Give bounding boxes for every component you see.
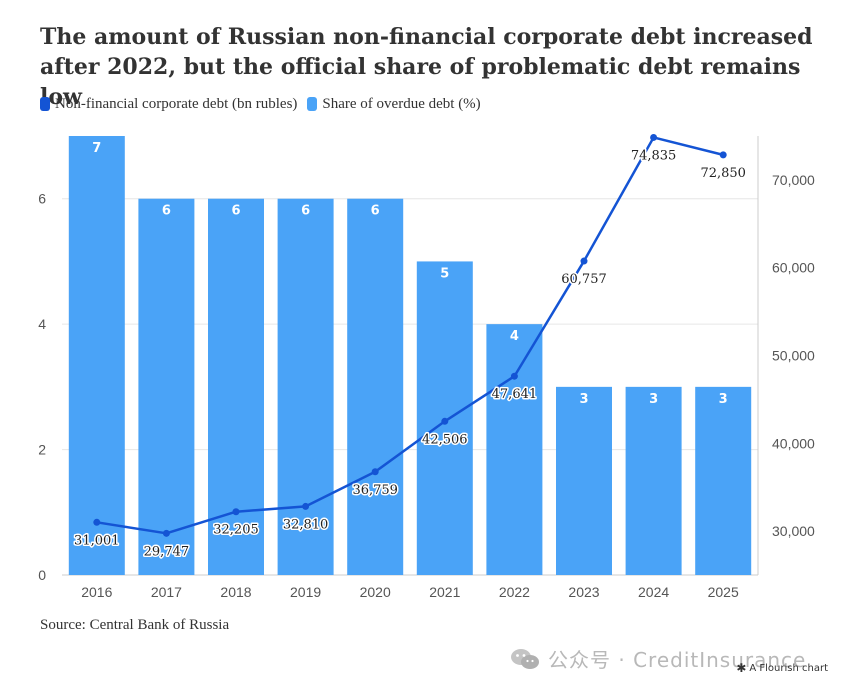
line-point [510, 372, 518, 380]
line-point [580, 257, 588, 265]
line-value-label: 42,506 [422, 432, 468, 447]
watermark: 公众号 · CreditInsurance [510, 644, 806, 673]
watermark-text: 公众号 · CreditInsurance [548, 648, 807, 672]
right-axis-tick-label: 30,000 [772, 523, 815, 539]
bar [486, 324, 543, 575]
chart-title: The amount of Russian non-financial corp… [40, 24, 813, 110]
flourish-asterisk-icon: ✱ [736, 661, 747, 675]
legend-label-debt: Non-financial corporate debt (bn rubles) [55, 95, 298, 112]
bar-value-label: 6 [231, 204, 240, 219]
x-axis-tick-label: 2025 [708, 584, 739, 600]
legend-swatch-overdue [307, 97, 318, 111]
bar [625, 386, 682, 575]
x-axis-tick-label: 2021 [429, 584, 460, 600]
line-point [719, 151, 727, 159]
x-axis-tick-label: 2023 [568, 584, 599, 600]
line-point [162, 529, 170, 537]
line-point [371, 468, 379, 476]
legend: Non-financial corporate debt (bn rubles)… [40, 94, 491, 114]
bar [556, 386, 612, 575]
bar-value-label: 3 [579, 392, 588, 407]
line-value-label: 31,001 [74, 533, 120, 548]
line-value-label: 60,757 [561, 272, 607, 287]
left-axis-tick-label: 0 [38, 567, 46, 583]
x-axis-tick-label: 2017 [151, 584, 182, 600]
line-value-label: 32,205 [213, 523, 259, 538]
bar [68, 136, 125, 575]
series-line [96, 136, 724, 535]
right-axis-tick-label: 60,000 [772, 260, 815, 276]
right-axis-tick-label: 50,000 [772, 348, 815, 364]
x-axis-tick-label: 2022 [499, 584, 530, 600]
bar [695, 386, 752, 575]
bar-value-label: 7 [92, 141, 101, 156]
left-axis-tick-label: 2 [38, 442, 46, 458]
legend-swatch-debt [40, 97, 50, 111]
left-axis-tick-label: 6 [38, 191, 46, 207]
bar [277, 198, 334, 575]
chart-plot: 0 2 4 6 30,000 40,000 50,000 60,000 70,000 7 6 6 6 6 5… [38, 133, 815, 600]
bar [347, 198, 404, 575]
right-axis-tick-label: 40,000 [772, 435, 815, 451]
legend-item-overdue: Share of overdue debt (%) [307, 95, 481, 113]
bar-value-label: 3 [719, 392, 728, 407]
line-point [93, 518, 101, 526]
left-axis-tick-label: 4 [38, 316, 46, 332]
legend-item-debt: Non-financial corporate debt (bn rubles) [40, 96, 297, 113]
line-point [650, 133, 658, 141]
source-note: Source: Central Bank of Russia [40, 617, 230, 633]
line-point [302, 502, 310, 510]
line-value-label: 74,835 [631, 148, 677, 163]
bar-value-label: 6 [162, 204, 171, 219]
x-axis-tick-label: 2024 [638, 584, 669, 600]
flourish-credit[interactable]: ✱ A Flourish chart [736, 661, 828, 675]
line-point [232, 508, 240, 516]
line-value-label: 72,850 [700, 166, 746, 181]
bar-value-label: 5 [440, 266, 449, 281]
bar [138, 198, 195, 575]
x-axis-tick-label: 2019 [290, 584, 321, 600]
bar-value-label: 3 [649, 392, 658, 407]
line-value-label: 29,747 [144, 544, 190, 559]
x-axis-tick-label: 2018 [220, 584, 251, 600]
x-axis-tick-label: 2020 [360, 584, 391, 600]
wechat-icon [511, 648, 539, 669]
x-axis-tick-label: 2016 [81, 584, 112, 600]
bar-value-label: 4 [510, 329, 519, 344]
line-value-label: 47,641 [492, 387, 538, 402]
legend-label-overdue: Share of overdue debt (%) [322, 95, 481, 112]
bar-value-label: 6 [301, 204, 310, 219]
bar-value-label: 6 [371, 204, 380, 219]
line-value-label: 32,810 [283, 517, 329, 532]
line-value-label: 36,759 [352, 483, 398, 498]
line-point [441, 417, 449, 425]
flourish-credit-label: A Flourish chart [749, 662, 828, 674]
right-axis-tick-label: 70,000 [772, 172, 815, 188]
